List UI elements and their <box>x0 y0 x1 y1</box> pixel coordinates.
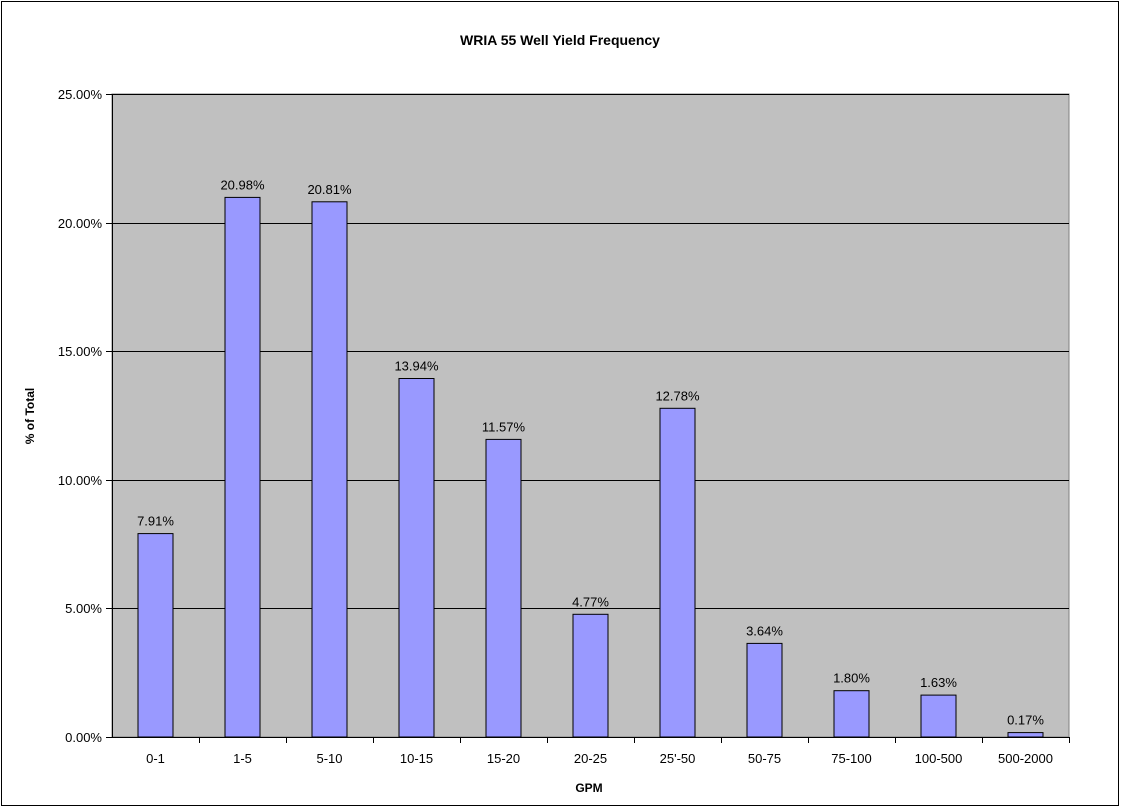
bars <box>137 196 1044 738</box>
bar <box>224 196 261 738</box>
data-label: 4.77% <box>572 594 609 609</box>
y-tick-label: 10.00% <box>58 473 103 488</box>
x-tick-label: 25'-50 <box>660 751 696 766</box>
gridlines <box>112 94 1069 609</box>
bar <box>1007 732 1044 738</box>
y-axis-title: % of Total <box>23 388 37 444</box>
bar <box>485 438 522 738</box>
data-label: 12.78% <box>655 388 700 403</box>
data-label: 20.98% <box>220 177 265 192</box>
y-tick-label: 15.00% <box>58 344 103 359</box>
bar <box>137 533 174 738</box>
x-tick-label: 50-75 <box>748 751 781 766</box>
bar <box>920 694 957 738</box>
x-tick-label: 15-20 <box>487 751 520 766</box>
x-tick-label: 1-5 <box>233 751 252 766</box>
data-label: 7.91% <box>137 514 174 529</box>
y-tick-labels: 0.00% 5.00% 10.00% 15.00% 20.00% 25.00% <box>58 87 103 745</box>
y-tick-label: 0.00% <box>65 730 102 745</box>
data-label: 1.80% <box>833 671 870 686</box>
bar <box>833 690 870 738</box>
data-label: 0.17% <box>1007 713 1044 728</box>
x-tick-label: 0-1 <box>146 751 165 766</box>
bar <box>311 201 348 738</box>
x-tick-label: 500-2000 <box>998 751 1053 766</box>
axes <box>106 94 1070 743</box>
bar <box>659 407 696 738</box>
chart-title: WRIA 55 Well Yield Frequency <box>460 32 660 48</box>
y-tick-label: 5.00% <box>65 601 102 616</box>
x-tick-label: 75-100 <box>831 751 871 766</box>
data-label: 13.94% <box>394 359 439 374</box>
bar <box>746 642 783 738</box>
y-tick-label: 25.00% <box>58 87 103 102</box>
x-tick-label: 100-500 <box>915 751 963 766</box>
x-tick-label: 20-25 <box>574 751 607 766</box>
data-label: 11.57% <box>482 419 526 434</box>
data-labels: 7.91% 20.98% 20.81% 13.94% 11.57% 4.77% 12.78%… <box>137 177 1044 727</box>
x-tick-label: 5-10 <box>316 751 342 766</box>
data-label: 3.64% <box>746 623 783 638</box>
data-label: 20.81% <box>307 182 352 197</box>
x-tick-labels: 0-1 1-5 5-10 10-15 15-20 20-25 25'-50 50-75 75-1… <box>146 751 1053 766</box>
y-tick-label: 20.00% <box>58 216 103 231</box>
x-tick-label: 10-15 <box>400 751 433 766</box>
bar <box>398 378 435 738</box>
bar <box>572 613 609 738</box>
data-label: 1.63% <box>920 675 957 690</box>
x-axis-title: GPM <box>575 781 602 795</box>
